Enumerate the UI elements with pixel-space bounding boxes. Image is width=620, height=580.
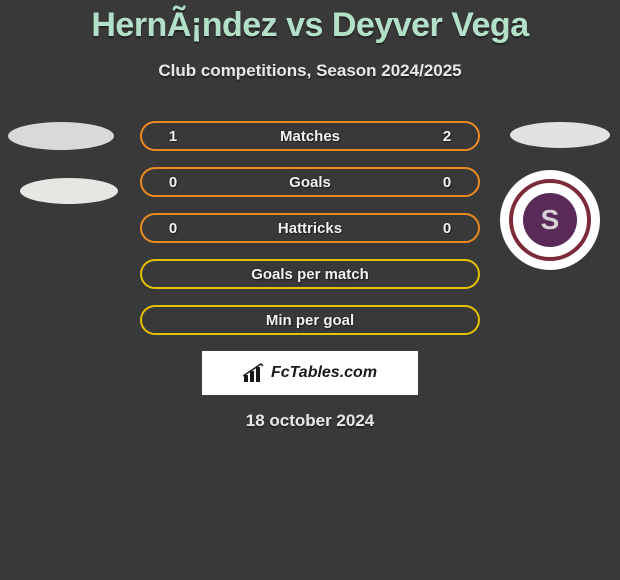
stat-left-value: 0 (158, 220, 188, 237)
stat-row: 0Hattricks0 (140, 213, 480, 243)
stat-right-value: 2 (432, 128, 462, 145)
stat-left-value: 0 (158, 174, 188, 191)
comparison-title: HernÃ¡ndez vs Deyver Vega (0, 0, 620, 45)
stat-label: Goals (188, 174, 432, 191)
stat-label: Matches (188, 128, 432, 145)
stat-label: Hattricks (188, 220, 432, 237)
bar-chart-icon (243, 363, 265, 383)
brand-box: FcTables.com (202, 351, 418, 395)
stat-left-value: 1 (158, 128, 188, 145)
stat-row: Min per goal (140, 305, 480, 335)
stat-row: Goals per match (140, 259, 480, 289)
player-avatar-placeholder-left-1 (8, 122, 114, 150)
stat-label: Goals per match (188, 266, 432, 283)
stats-rows: 1Matches20Goals00Hattricks0Goals per mat… (140, 121, 480, 335)
brand-text: FcTables.com (271, 364, 377, 382)
club-badge-ring: S (509, 179, 591, 261)
stat-right-value: 0 (432, 220, 462, 237)
player-avatar-placeholder-left-2 (20, 178, 118, 204)
stat-row: 0Goals0 (140, 167, 480, 197)
player-avatar-placeholder-right (510, 122, 610, 148)
club-badge: S (500, 170, 600, 270)
comparison-subtitle: Club competitions, Season 2024/2025 (0, 61, 620, 81)
stat-right-value: 0 (432, 174, 462, 191)
stat-row: 1Matches2 (140, 121, 480, 151)
snapshot-date: 18 october 2024 (0, 411, 620, 431)
club-badge-letter: S (523, 193, 577, 247)
stat-label: Min per goal (188, 312, 432, 329)
